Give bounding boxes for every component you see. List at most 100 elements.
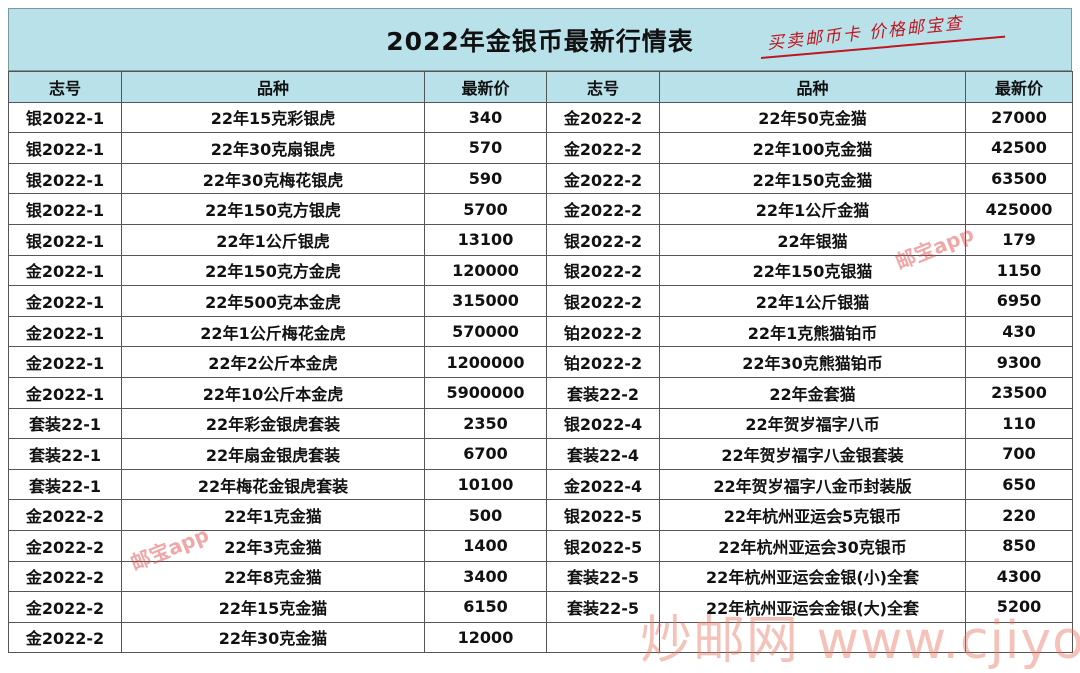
right-price-cell: 6950 xyxy=(965,285,1073,317)
right-price-cell: 42500 xyxy=(965,132,1073,164)
right-id-cell: 金2022-2 xyxy=(546,193,660,225)
table-row: 银2022-1 22年30克梅花银虎 590 金2022-2 22年150克金猫 6350… xyxy=(8,162,1073,195)
right-variety-cell: 22年30克熊猫铂币 xyxy=(659,346,966,378)
left-id-cell: 金2022-2 xyxy=(8,499,122,531)
table-row: 银2022-1 22年1公斤银虎 13100 银2022-2 22年银猫 179 xyxy=(8,223,1073,256)
right-id-cell xyxy=(546,621,660,654)
left-variety-cell: 22年500克本金虎 xyxy=(121,285,425,317)
left-price-cell: 590 xyxy=(424,162,547,195)
left-id-cell: 银2022-1 xyxy=(8,162,122,195)
left-variety-cell: 22年梅花金银虎套装 xyxy=(121,468,425,501)
table-row: 金2022-1 22年2公斤本金虎 1200000 铂2022-2 22年30克熊猫铂币… xyxy=(8,346,1073,378)
right-variety-cell: 22年150克金猫 xyxy=(659,162,966,195)
left-id-cell: 银2022-1 xyxy=(8,101,122,134)
left-price-cell: 13100 xyxy=(424,223,547,256)
left-price-cell: 120000 xyxy=(424,254,547,287)
table-row: 套装22-1 22年梅花金银虎套装 10100 金2022-4 22年贺岁福字八金币封装… xyxy=(8,468,1073,501)
right-variety-cell: 22年100克金猫 xyxy=(659,132,966,164)
price-sheet: 2022年金银币最新行情表 买卖邮币卡 价格邮宝查 志号 品种 最新价 志号 品… xyxy=(8,8,1080,671)
right-id-cell: 银2022-5 xyxy=(546,499,660,531)
left-id-cell: 金2022-1 xyxy=(8,285,122,317)
table-row: 金2022-2 22年1克金猫 500 银2022-5 22年杭州亚运会5克银币 220 xyxy=(8,499,1073,531)
right-price-cell: 63500 xyxy=(965,162,1073,195)
right-id-cell: 银2022-2 xyxy=(546,285,660,317)
watermark-site: 炒邮网 www.cjiyou.net xyxy=(640,611,1080,671)
right-variety-cell: 22年杭州亚运会30克银币 xyxy=(659,529,966,562)
table-row: 金2022-2 22年15克金猫 6150 套装22-5 22年杭州亚运会金银(大)全套… xyxy=(8,591,1073,623)
left-price-cell: 570000 xyxy=(424,315,547,348)
header-variety-left: 品种 xyxy=(121,71,425,103)
header-price-left: 最新价 xyxy=(424,71,547,103)
left-variety-cell: 22年30克梅花银虎 xyxy=(121,162,425,195)
table-row: 银2022-1 22年15克彩银虎 340 金2022-2 22年50克金猫 27000 xyxy=(8,101,1073,134)
right-price-cell: 179 xyxy=(965,223,1073,256)
right-price-cell: 27000 xyxy=(965,101,1073,134)
right-variety-cell: 22年贺岁福字八金银套装 xyxy=(659,438,966,470)
right-price-cell: 4300 xyxy=(965,560,1073,593)
right-price-cell: 1150 xyxy=(965,254,1073,287)
left-id-cell: 金2022-2 xyxy=(8,621,122,654)
left-price-cell: 3400 xyxy=(424,560,547,593)
left-variety-cell: 22年扇金银虎套装 xyxy=(121,438,425,470)
left-variety-cell: 22年15克彩银虎 xyxy=(121,101,425,134)
left-variety-cell: 22年2公斤本金虎 xyxy=(121,346,425,378)
left-id-cell: 金2022-1 xyxy=(8,346,122,378)
right-id-cell: 银2022-4 xyxy=(546,407,660,440)
right-price-cell: 650 xyxy=(965,468,1073,501)
table-header-row: 志号 品种 最新价 志号 品种 最新价 xyxy=(8,71,1073,103)
right-variety-cell: 22年金套猫 xyxy=(659,376,966,409)
right-id-cell: 金2022-4 xyxy=(546,468,660,501)
left-price-cell: 340 xyxy=(424,101,547,134)
right-variety-cell: 22年贺岁福字八金币封装版 xyxy=(659,468,966,501)
left-variety-cell: 22年1克金猫 xyxy=(121,499,425,531)
left-variety-cell: 22年150克方银虎 xyxy=(121,193,425,225)
right-id-cell: 套装22-2 xyxy=(546,376,660,409)
right-id-cell: 银2022-2 xyxy=(546,223,660,256)
left-price-cell: 500 xyxy=(424,499,547,531)
left-id-cell: 套装22-1 xyxy=(8,407,122,440)
left-variety-cell: 22年10公斤本金虎 xyxy=(121,376,425,409)
header-variety-right: 品种 xyxy=(659,71,966,103)
left-id-cell: 金2022-1 xyxy=(8,315,122,348)
left-price-cell: 10100 xyxy=(424,468,547,501)
left-price-cell: 315000 xyxy=(424,285,547,317)
table-row: 金2022-1 22年1公斤梅花金虎 570000 铂2022-2 22年1克熊猫铂币 4… xyxy=(8,315,1073,348)
header-id-left: 志号 xyxy=(8,71,122,103)
right-price-cell: 110 xyxy=(965,407,1073,440)
right-id-cell: 铂2022-2 xyxy=(546,346,660,378)
table-row: 套装22-1 22年扇金银虎套装 6700 套装22-4 22年贺岁福字八金银套装 700 xyxy=(8,438,1073,470)
left-variety-cell: 22年150克方金虎 xyxy=(121,254,425,287)
left-price-cell: 1400 xyxy=(424,529,547,562)
left-price-cell: 6150 xyxy=(424,591,547,623)
left-price-cell: 6700 xyxy=(424,438,547,470)
right-price-cell: 23500 xyxy=(965,376,1073,409)
right-id-cell: 金2022-2 xyxy=(546,162,660,195)
price-table: 志号 品种 最新价 志号 品种 最新价 银2022-1 22年15克彩银虎 340 金… xyxy=(8,71,1073,654)
left-id-cell: 金2022-1 xyxy=(8,376,122,409)
left-id-cell: 银2022-1 xyxy=(8,193,122,225)
right-price-cell: 220 xyxy=(965,499,1073,531)
left-id-cell: 金2022-2 xyxy=(8,591,122,623)
header-id-right: 志号 xyxy=(546,71,660,103)
left-id-cell: 金2022-1 xyxy=(8,254,122,287)
left-variety-cell: 22年30克金猫 xyxy=(121,621,425,654)
right-id-cell: 铂2022-2 xyxy=(546,315,660,348)
left-id-cell: 金2022-2 xyxy=(8,560,122,593)
right-price-cell: 9300 xyxy=(965,346,1073,378)
table-row: 金2022-2 22年8克金猫 3400 套装22-5 22年杭州亚运会金银(小)全套 4… xyxy=(8,560,1073,593)
left-id-cell: 金2022-2 xyxy=(8,529,122,562)
right-id-cell: 金2022-2 xyxy=(546,132,660,164)
right-id-cell: 套装22-4 xyxy=(546,438,660,470)
left-variety-cell: 22年1公斤银虎 xyxy=(121,223,425,256)
right-price-cell: 425000 xyxy=(965,193,1073,225)
right-variety-cell: 22年杭州亚运会5克银币 xyxy=(659,499,966,531)
table-row: 银2022-1 22年30克扇银虎 570 金2022-2 22年100克金猫 42500 xyxy=(8,132,1073,164)
left-variety-cell: 22年15克金猫 xyxy=(121,591,425,623)
left-price-cell: 570 xyxy=(424,132,547,164)
left-id-cell: 银2022-1 xyxy=(8,223,122,256)
right-variety-cell: 22年1克熊猫铂币 xyxy=(659,315,966,348)
right-price-cell: 700 xyxy=(965,438,1073,470)
left-price-cell: 5900000 xyxy=(424,376,547,409)
right-variety-cell: 22年杭州亚运会金银(小)全套 xyxy=(659,560,966,593)
table-row: 金2022-1 22年150克方金虎 120000 银2022-2 22年150克银猫 1… xyxy=(8,254,1073,287)
